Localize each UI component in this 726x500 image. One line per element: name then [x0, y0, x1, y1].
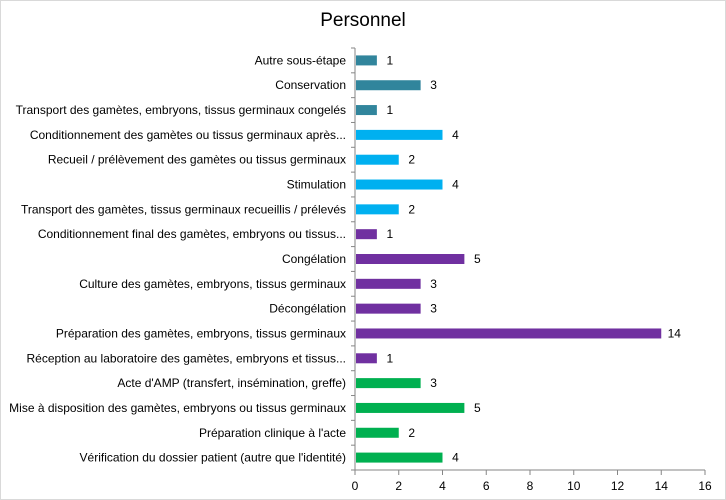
data-label: 1: [387, 351, 394, 365]
data-label: 1: [387, 227, 394, 241]
bar: [356, 55, 377, 66]
x-tick-label: 0: [352, 479, 359, 493]
category-label: Conditionnement final des gamètes, embry…: [38, 227, 346, 241]
bar: [356, 378, 421, 389]
bar: [356, 427, 399, 438]
category-label: Préparation clinique à l'acte: [199, 426, 346, 440]
data-label: 3: [430, 78, 437, 92]
category-label: Décongélation: [269, 302, 346, 316]
x-tick-label: 2: [395, 479, 402, 493]
data-label: 1: [387, 103, 394, 117]
bar: [356, 129, 443, 140]
bar: [356, 254, 465, 264]
category-label: Transport des gamètes, tissus germinaux …: [21, 202, 346, 216]
x-tick-label: 12: [611, 479, 625, 493]
data-label: 2: [408, 153, 415, 167]
data-label: 4: [452, 178, 459, 192]
data-label: 5: [474, 401, 481, 415]
bar: [356, 328, 662, 339]
data-label: 3: [430, 277, 437, 291]
data-label: 1: [387, 53, 394, 67]
category-label: Recueil / prélèvement des gamètes ou tis…: [48, 153, 346, 167]
bar: [356, 105, 377, 116]
data-label: 2: [408, 426, 415, 440]
data-label: 14: [668, 326, 682, 340]
bar: [356, 278, 421, 289]
bar: [356, 80, 421, 91]
category-label: Acte d'AMP (transfert, insémination, gre…: [117, 376, 346, 390]
data-label: 3: [430, 376, 437, 390]
category-label: Conservation: [275, 78, 346, 92]
category-label: Vérification du dossier patient (autre q…: [80, 451, 346, 465]
category-label: Mise à disposition des gamètes, embryons…: [9, 401, 346, 415]
category-label: Autre sous-étape: [255, 53, 347, 67]
x-tick-label: 6: [483, 479, 490, 493]
bar: [356, 353, 377, 364]
bar: [356, 154, 399, 165]
chart-title: Personnel: [320, 10, 406, 31]
bar: [356, 229, 377, 240]
data-label: 2: [408, 202, 415, 216]
x-tick-label: 4: [439, 479, 446, 493]
category-label: Transport des gamètes, embryons, tissus …: [16, 103, 346, 117]
category-label: Congélation: [282, 252, 346, 266]
x-tick-label: 8: [527, 479, 534, 493]
category-label: Conditionnement des gamètes ou tissus ge…: [30, 128, 346, 142]
bar: [356, 303, 421, 314]
x-tick-label: 10: [567, 479, 581, 493]
category-label: Stimulation: [287, 178, 346, 192]
x-tick-label: 14: [655, 479, 669, 493]
data-label: 3: [430, 302, 437, 316]
data-label: 4: [452, 128, 459, 142]
category-label: Culture des gamètes, embryons, tissus ge…: [79, 277, 346, 291]
bar: [356, 179, 443, 190]
data-label: 4: [452, 451, 459, 465]
bar: [356, 402, 465, 413]
x-tick-label: 16: [698, 479, 712, 493]
category-label: Réception au laboratoire des gamètes, em…: [27, 351, 347, 365]
data-label: 5: [474, 252, 481, 266]
bar: [356, 204, 399, 215]
bar: [356, 452, 443, 463]
category-label: Préparation des gamètes, embryons, tissu…: [56, 326, 346, 340]
